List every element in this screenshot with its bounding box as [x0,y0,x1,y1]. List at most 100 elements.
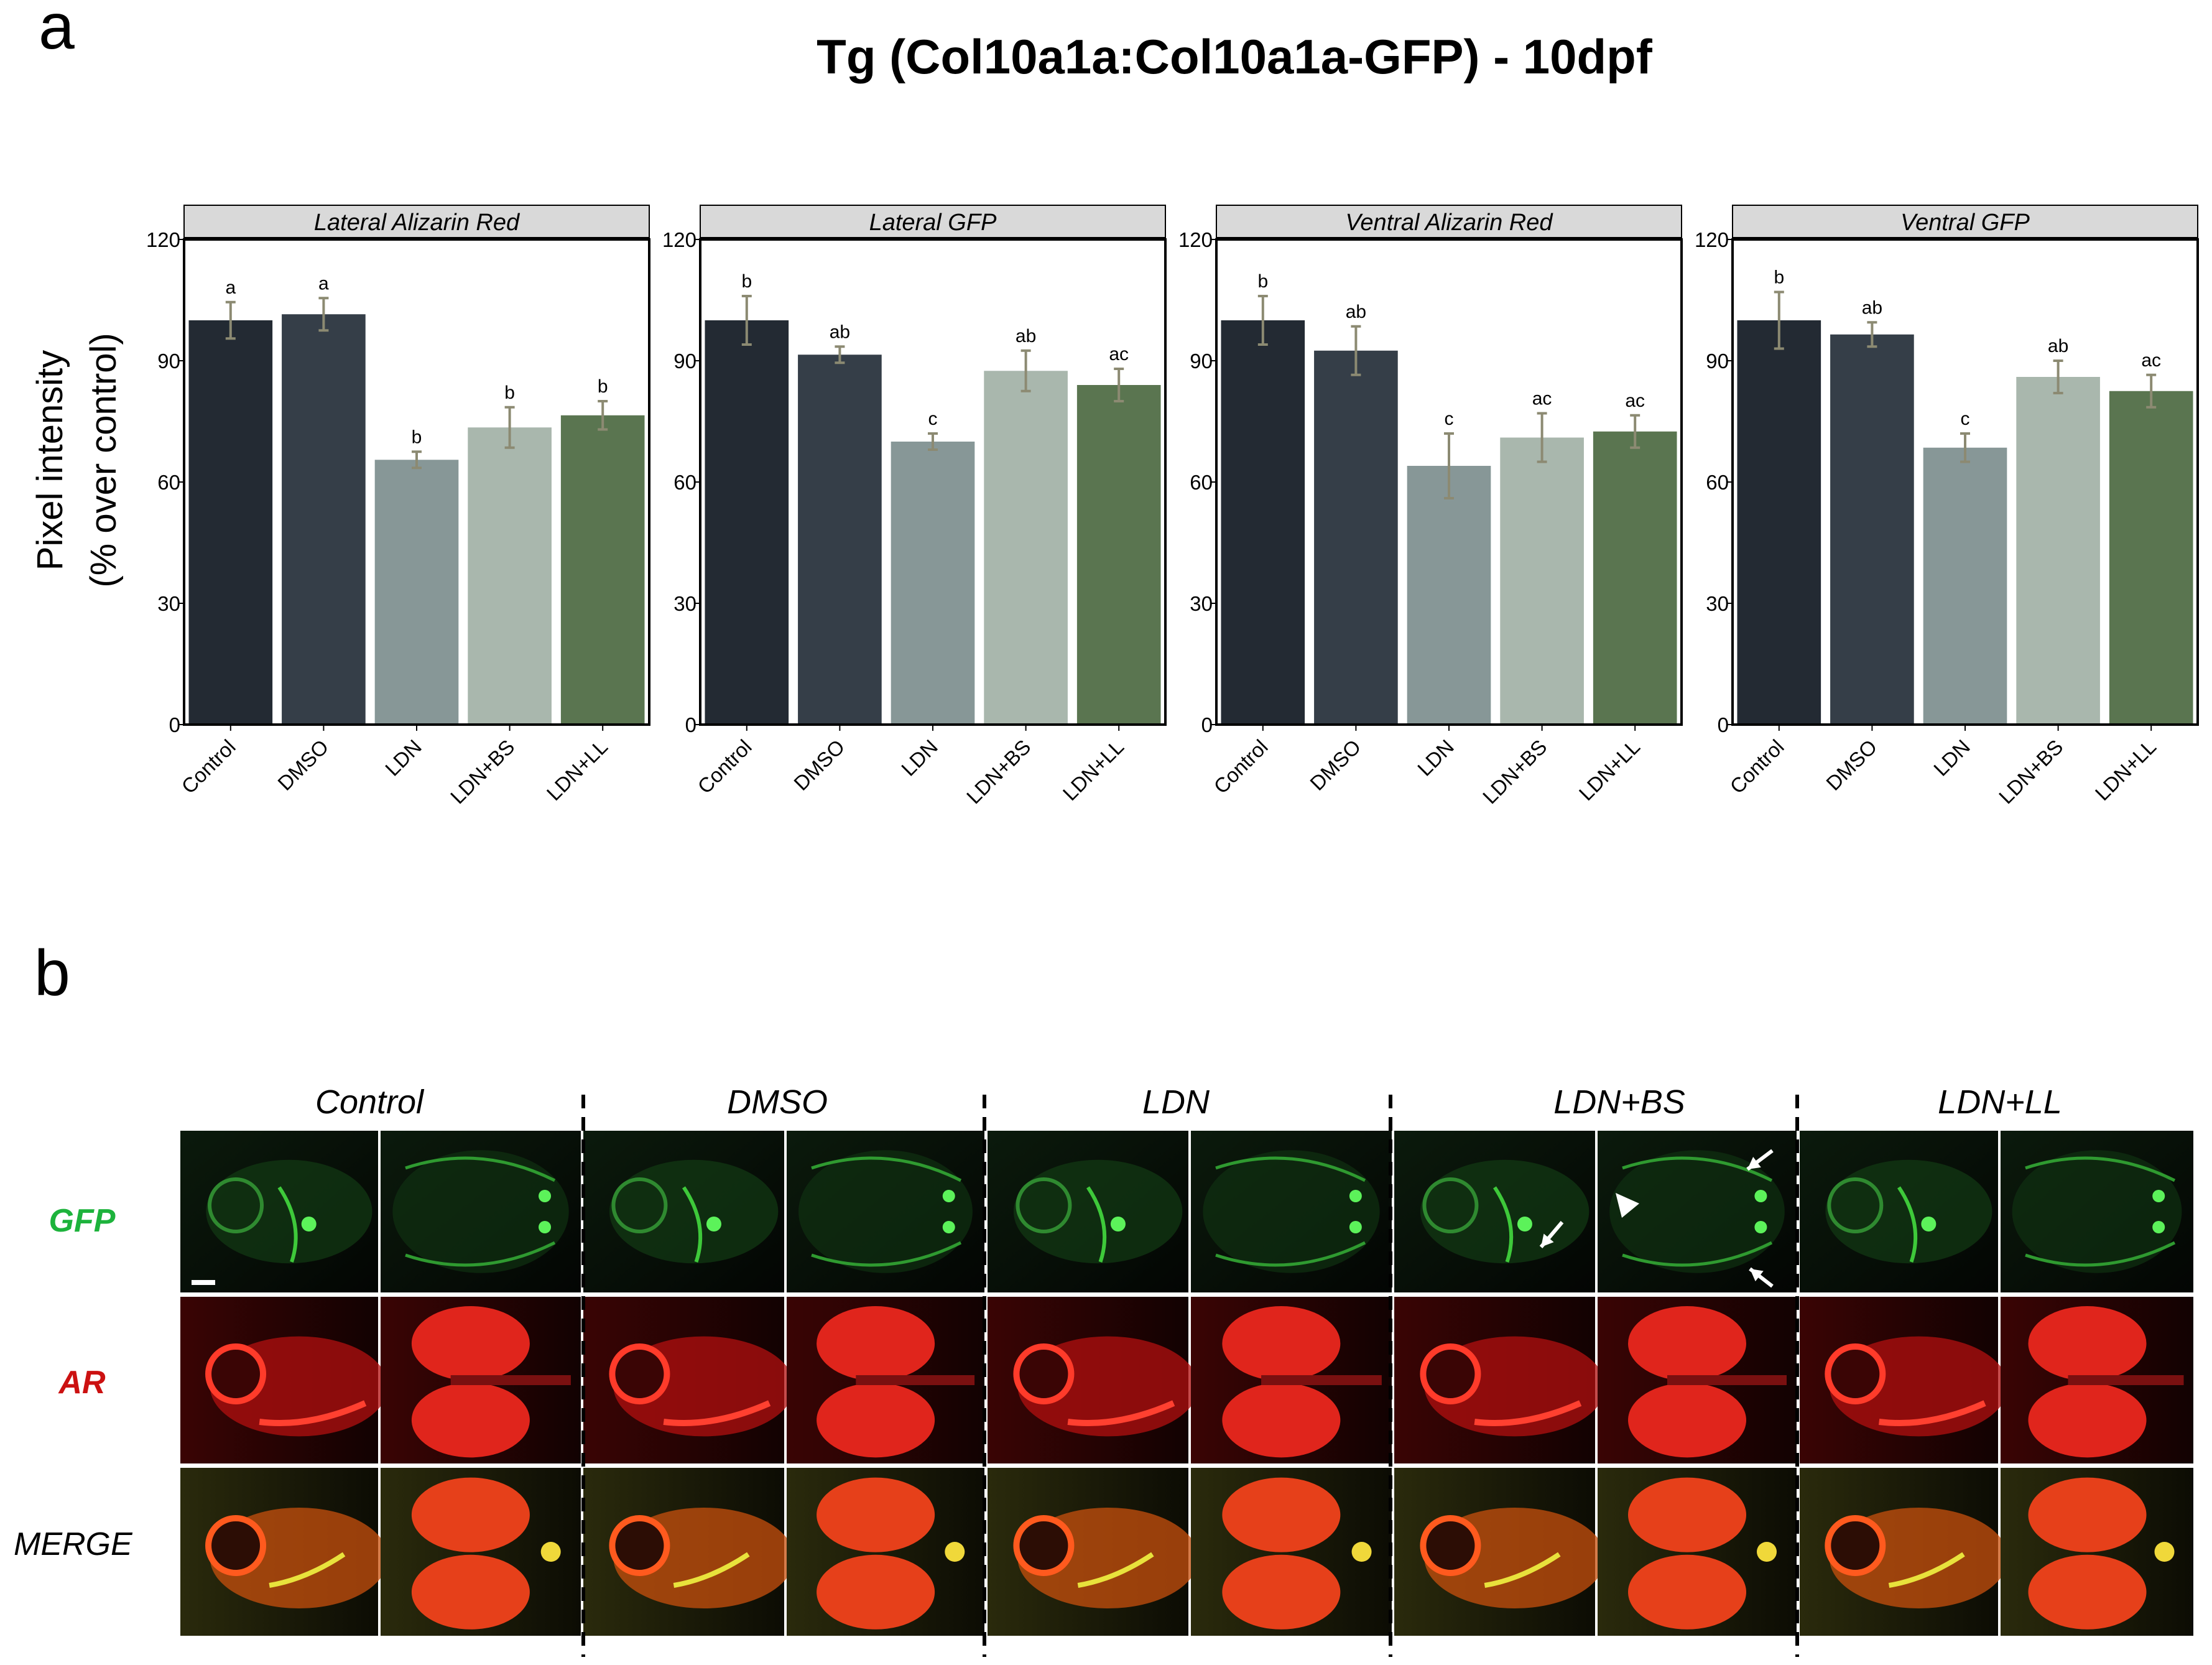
micrograph-merge-ventral [1191,1468,1392,1636]
significance-letter: b [741,271,752,292]
larva-head [609,1159,779,1264]
larva-head [1420,1159,1590,1264]
x-tick-label: LDN [381,735,426,781]
y-tick-label: 0 [685,713,696,736]
gfp-spot [539,1190,552,1202]
bar-Control [705,320,789,725]
x-tick-label: Control [1725,735,1788,798]
bar-LDN+BS [984,371,1068,725]
micrograph-merge-lateral [1394,1468,1606,1636]
x-tick-label: LDN+LL [1058,735,1128,805]
micrograph-green-lateral [988,1131,1188,1292]
otic-region [2028,1306,2147,1381]
x-tick-label: LDN+BS [962,735,1035,809]
cartilage-signal [811,1241,962,1267]
row-label: MERGE [14,1526,133,1562]
x-tick-label: LDN+LL [542,735,612,805]
merge-spot [2154,1542,2175,1562]
gfp-spot [1349,1221,1362,1233]
otic-region [817,1554,935,1630]
facet-strip [1216,205,1682,238]
merge-spot [540,1542,561,1562]
cartilage-signal [2025,1241,2176,1267]
micrograph-green-lateral [1800,1131,1998,1292]
cartilage-signal [1086,1186,1107,1263]
facet-title: Lateral GFP [869,210,997,236]
significance-letter: b [1774,267,1784,288]
bar-Control [1221,320,1305,725]
eye-outline [208,1177,264,1233]
y-tick-label: 120 [1178,228,1213,251]
gfp-spot [2152,1190,2165,1202]
otic-region [1222,1554,1341,1630]
gfp-spot [539,1221,552,1233]
facet-0: Lateral Alizarin Red a Control a DMSO b LDN b LD… [146,205,650,809]
bar-LDN [374,460,459,725]
bar-DMSO [1314,350,1398,725]
micrograph-green-lateral [583,1131,784,1292]
x-tick-label: LDN+LL [2091,735,2160,805]
x-tick-label: LDN+LL [1575,735,1644,805]
x-tick-label: DMSO [273,735,333,795]
otic-region [817,1477,935,1552]
column-header: LDN [1142,1083,1210,1121]
gfp-spot [1754,1221,1767,1233]
significance-letter: ab [2048,336,2068,356]
x-tick-label: DMSO [1305,735,1365,795]
larva-head [2012,1150,2182,1273]
significance-letter: c [1445,409,1454,429]
significance-letter: c [1961,409,1970,429]
micrograph-red-ventral [381,1297,581,1463]
bar-DMSO [798,355,882,725]
panel-b-letter: b [34,937,70,1009]
bar-charts: Lateral Alizarin Red a Control a DMSO b LDN b LD… [146,205,2199,809]
eye [1825,1515,1886,1576]
larva-head [1013,1159,1183,1264]
y-tick-label: 0 [1718,713,1729,736]
otic-region [411,1554,530,1630]
x-tick-label: DMSO [789,735,849,795]
otic-region [2028,1383,2147,1458]
significance-letter: b [1257,271,1268,292]
y-tick-label: 120 [1695,228,1729,251]
cartilage-signal [2025,1156,2176,1182]
otic-region [1628,1477,1746,1552]
bar-DMSO [1830,334,1914,725]
significance-letter: b [412,427,422,447]
column-header: Control [315,1083,425,1121]
gfp-spot [942,1221,955,1233]
micrograph-green-ventral [1598,1131,1797,1292]
y-tick-label: 30 [673,592,696,615]
bar-DMSO [282,314,366,725]
x-tick-label: LDN+BS [446,735,519,809]
otic-region [411,1306,530,1381]
eye [1013,1515,1075,1576]
x-tick-label: Control [177,735,239,798]
cartilage-signal [1493,1186,1514,1263]
otic-region [411,1383,530,1458]
y-tick-label: 90 [673,350,696,373]
larva-head [206,1159,373,1264]
eye-outline [1422,1177,1479,1233]
scale-bar [192,1280,215,1285]
significance-letter: ab [1346,302,1366,322]
significance-letter: b [598,376,608,397]
cartilage-signal [1622,1156,1773,1182]
arrowhead-icon [1750,1269,1764,1282]
column-header: DMSO [727,1083,828,1121]
row-label: AR [57,1365,106,1401]
x-tick-label: LDN [897,735,942,781]
micrograph-merge-ventral [381,1468,581,1636]
larva-head [1203,1150,1380,1273]
y-tick-label: 90 [1190,350,1213,373]
otic-region [2028,1554,2147,1630]
otic-region [1222,1383,1341,1458]
arrowhead-icon [1541,1233,1554,1247]
eye [1013,1343,1075,1404]
eye [1825,1343,1886,1404]
micrograph-green-lateral [180,1131,378,1292]
eye-outline [1827,1177,1884,1233]
merge-signal [1077,1552,1154,1588]
gfp-spot [706,1217,721,1231]
significance-letter: ab [830,322,850,342]
